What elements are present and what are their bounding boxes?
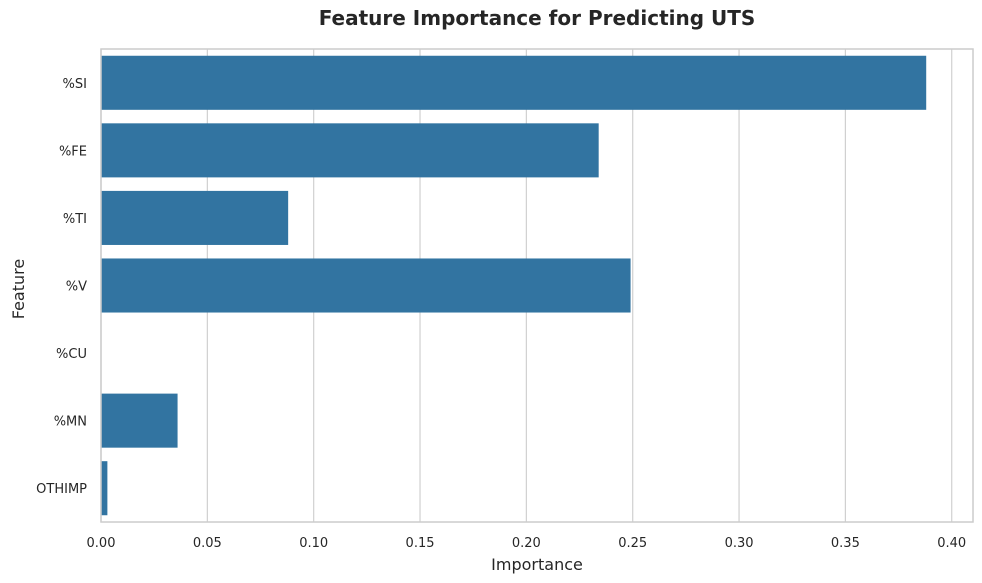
bar-si: [101, 55, 927, 110]
y-tick-label: %CU: [56, 347, 87, 362]
x-tick-label: 0.30: [725, 536, 754, 551]
bar-v: [101, 258, 631, 313]
y-tick-label: %TI: [63, 212, 87, 227]
y-tick-label: %MN: [54, 415, 87, 430]
x-tick-label: 0.00: [87, 536, 116, 551]
bars: [101, 55, 927, 516]
x-tick-label: 0.25: [618, 536, 647, 551]
bar-othimp: [101, 461, 108, 516]
x-tick-label: 0.10: [299, 536, 328, 551]
chart-title: Feature Importance for Predicting UTS: [319, 6, 756, 30]
bar-fe: [101, 123, 599, 178]
x-tick-labels: 0.00 0.05 0.10 0.15 0.20 0.25 0.30 0.35 0.40: [87, 536, 967, 551]
bar-ti: [101, 190, 289, 245]
x-axis-label: Importance: [491, 555, 583, 574]
plot-frame: [100, 48, 974, 523]
y-axis-label: Feature: [9, 259, 28, 319]
y-tick-label: %SI: [63, 77, 87, 92]
bar-mn: [101, 393, 178, 448]
y-tick-label: %FE: [59, 144, 87, 159]
y-tick-labels: %SI %FE %TI %V %CU %MN OTHIMP: [36, 77, 87, 497]
x-tick-label: 0.20: [512, 536, 541, 551]
x-tick-label: 0.35: [831, 536, 860, 551]
y-tick-label: OTHIMP: [36, 482, 87, 497]
x-tick-label: 0.05: [193, 536, 222, 551]
x-tick-label: 0.15: [406, 536, 435, 551]
y-tick-label: %V: [66, 280, 87, 295]
x-tick-label: 0.40: [937, 536, 966, 551]
